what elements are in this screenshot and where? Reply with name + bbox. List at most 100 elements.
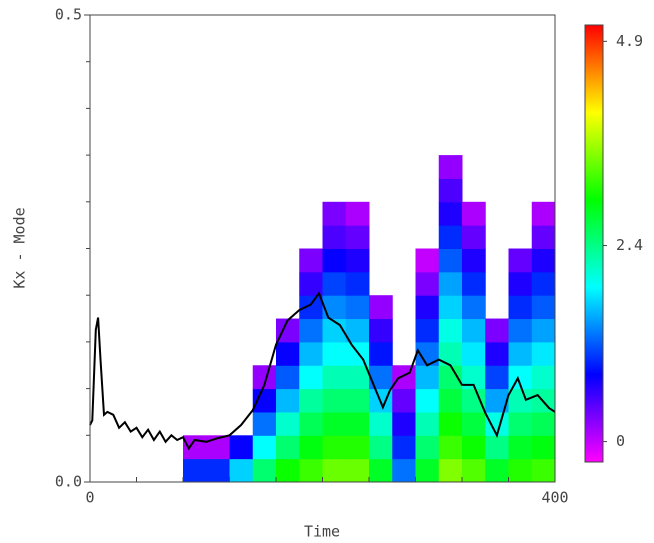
- heatmap-cell: [462, 271, 486, 296]
- heatmap-cell: [508, 411, 533, 436]
- colorbar: [584, 24, 604, 463]
- heatmap-cell: [276, 388, 300, 413]
- heatmap-cell: [415, 388, 440, 413]
- x-tick-label: 0: [85, 489, 94, 507]
- heatmap-cell: [485, 435, 509, 460]
- heatmap-cell: [438, 411, 463, 436]
- heatmap-cell: [462, 365, 486, 390]
- heatmap-cell: [462, 341, 486, 366]
- heatmap-cell: [276, 318, 300, 343]
- heatmap-cell: [345, 318, 370, 343]
- y-tick-label: 0.5: [55, 6, 82, 24]
- heatmap-cell: [369, 365, 393, 390]
- heatmap-cell: [508, 248, 533, 273]
- trend-line: [89, 291, 556, 451]
- heatmap-cell: [322, 365, 347, 390]
- heatmap-cell: [415, 435, 440, 460]
- heatmap-cell: [252, 411, 277, 436]
- heatmap-cell: [415, 458, 440, 483]
- heatmap-cell: [462, 458, 486, 483]
- heatmap-cell: [462, 411, 486, 436]
- heatmap-cell: [438, 318, 463, 343]
- heatmap-cell: [299, 435, 323, 460]
- heatmap-cell: [531, 435, 556, 460]
- heatmap-cell: [345, 458, 370, 483]
- heatmap-cell: [299, 318, 323, 343]
- heatmap-cell: [415, 411, 440, 436]
- x-axis-label: Time: [304, 523, 340, 541]
- heatmap-cell: [462, 435, 486, 460]
- heatmap-cell: [369, 458, 393, 483]
- heatmap-cell: [415, 365, 440, 390]
- heatmap-cell: [345, 411, 370, 436]
- heatmap-cell: [345, 201, 370, 226]
- heatmap-cell: [322, 435, 347, 460]
- heatmap-cell: [206, 435, 230, 460]
- heatmap-cell: [252, 435, 277, 460]
- heatmap-cell: [531, 341, 556, 366]
- heatmap-cell: [322, 341, 347, 366]
- heatmap-cell: [438, 458, 463, 483]
- heatmap-cell: [531, 458, 556, 483]
- heatmap-cell: [438, 178, 463, 203]
- heatmap-cell: [345, 295, 370, 320]
- heatmap-cell: [345, 388, 370, 413]
- heatmap-cell: [508, 295, 533, 320]
- heatmap-cell: [438, 365, 463, 390]
- heatmap-cell: [531, 201, 556, 226]
- heatmap-cell: [276, 341, 300, 366]
- heatmap-cell: [299, 341, 323, 366]
- heatmap-cell: [276, 458, 300, 483]
- heatmap-cell: [345, 225, 370, 249]
- x-tick-label: 400: [541, 489, 568, 507]
- heatmap-cell: [485, 458, 509, 483]
- heatmap-cell: [462, 225, 486, 249]
- heatmap-cell: [531, 295, 556, 320]
- heatmap-cell: [508, 388, 533, 413]
- heatmap-cell: [462, 248, 486, 273]
- heatmap-cell: [508, 271, 533, 296]
- heatmap-cell: [252, 458, 277, 483]
- colorbar-tick-label: 2.4: [616, 236, 643, 254]
- heatmap-cell: [299, 295, 323, 320]
- heatmap-cell: [299, 365, 323, 390]
- heatmap-cell: [392, 435, 416, 460]
- heatmap-cell: [531, 365, 556, 390]
- heatmap-cell: [229, 435, 254, 460]
- heatmap-cell: [508, 341, 533, 366]
- heatmap-cell: [369, 295, 393, 320]
- heatmap-cell: [252, 365, 277, 390]
- heatmap-cell: [531, 271, 556, 296]
- colorbar-tick-label: 0: [616, 432, 625, 450]
- heatmap-cell: [299, 458, 323, 483]
- heatmap-cell: [322, 248, 347, 273]
- heatmap-cell: [508, 435, 533, 460]
- heatmap-cell: [415, 341, 440, 366]
- heatmap-cell: [392, 365, 416, 390]
- heatmap-cell: [462, 295, 486, 320]
- heatmap-cell: [276, 365, 300, 390]
- heatmap-cell: [276, 435, 300, 460]
- heatmap-cell: [322, 201, 347, 226]
- heatmap-cell: [438, 435, 463, 460]
- heatmap-cell: [322, 295, 347, 320]
- heatmap-cell: [183, 435, 207, 460]
- heatmap-cell: [345, 248, 370, 273]
- heatmap-cell: [322, 388, 347, 413]
- heatmap-cell: [299, 388, 323, 413]
- heatmap-cell: [508, 458, 533, 483]
- heatmap-cell: [322, 458, 347, 483]
- heatmap-cell: [462, 201, 486, 226]
- heatmap-cell: [508, 318, 533, 343]
- heatmap-cell: [415, 295, 440, 320]
- heatmap-cell: [369, 435, 393, 460]
- heatmap-cell: [438, 295, 463, 320]
- heatmap-cell: [531, 411, 556, 436]
- heatmap-cell: [531, 248, 556, 273]
- heatmap-cell: [462, 388, 486, 413]
- heatmap-cell: [485, 388, 509, 413]
- heatmap-cell: [206, 458, 230, 483]
- heatmap-cell: [229, 458, 254, 483]
- heatmap-cell: [438, 201, 463, 226]
